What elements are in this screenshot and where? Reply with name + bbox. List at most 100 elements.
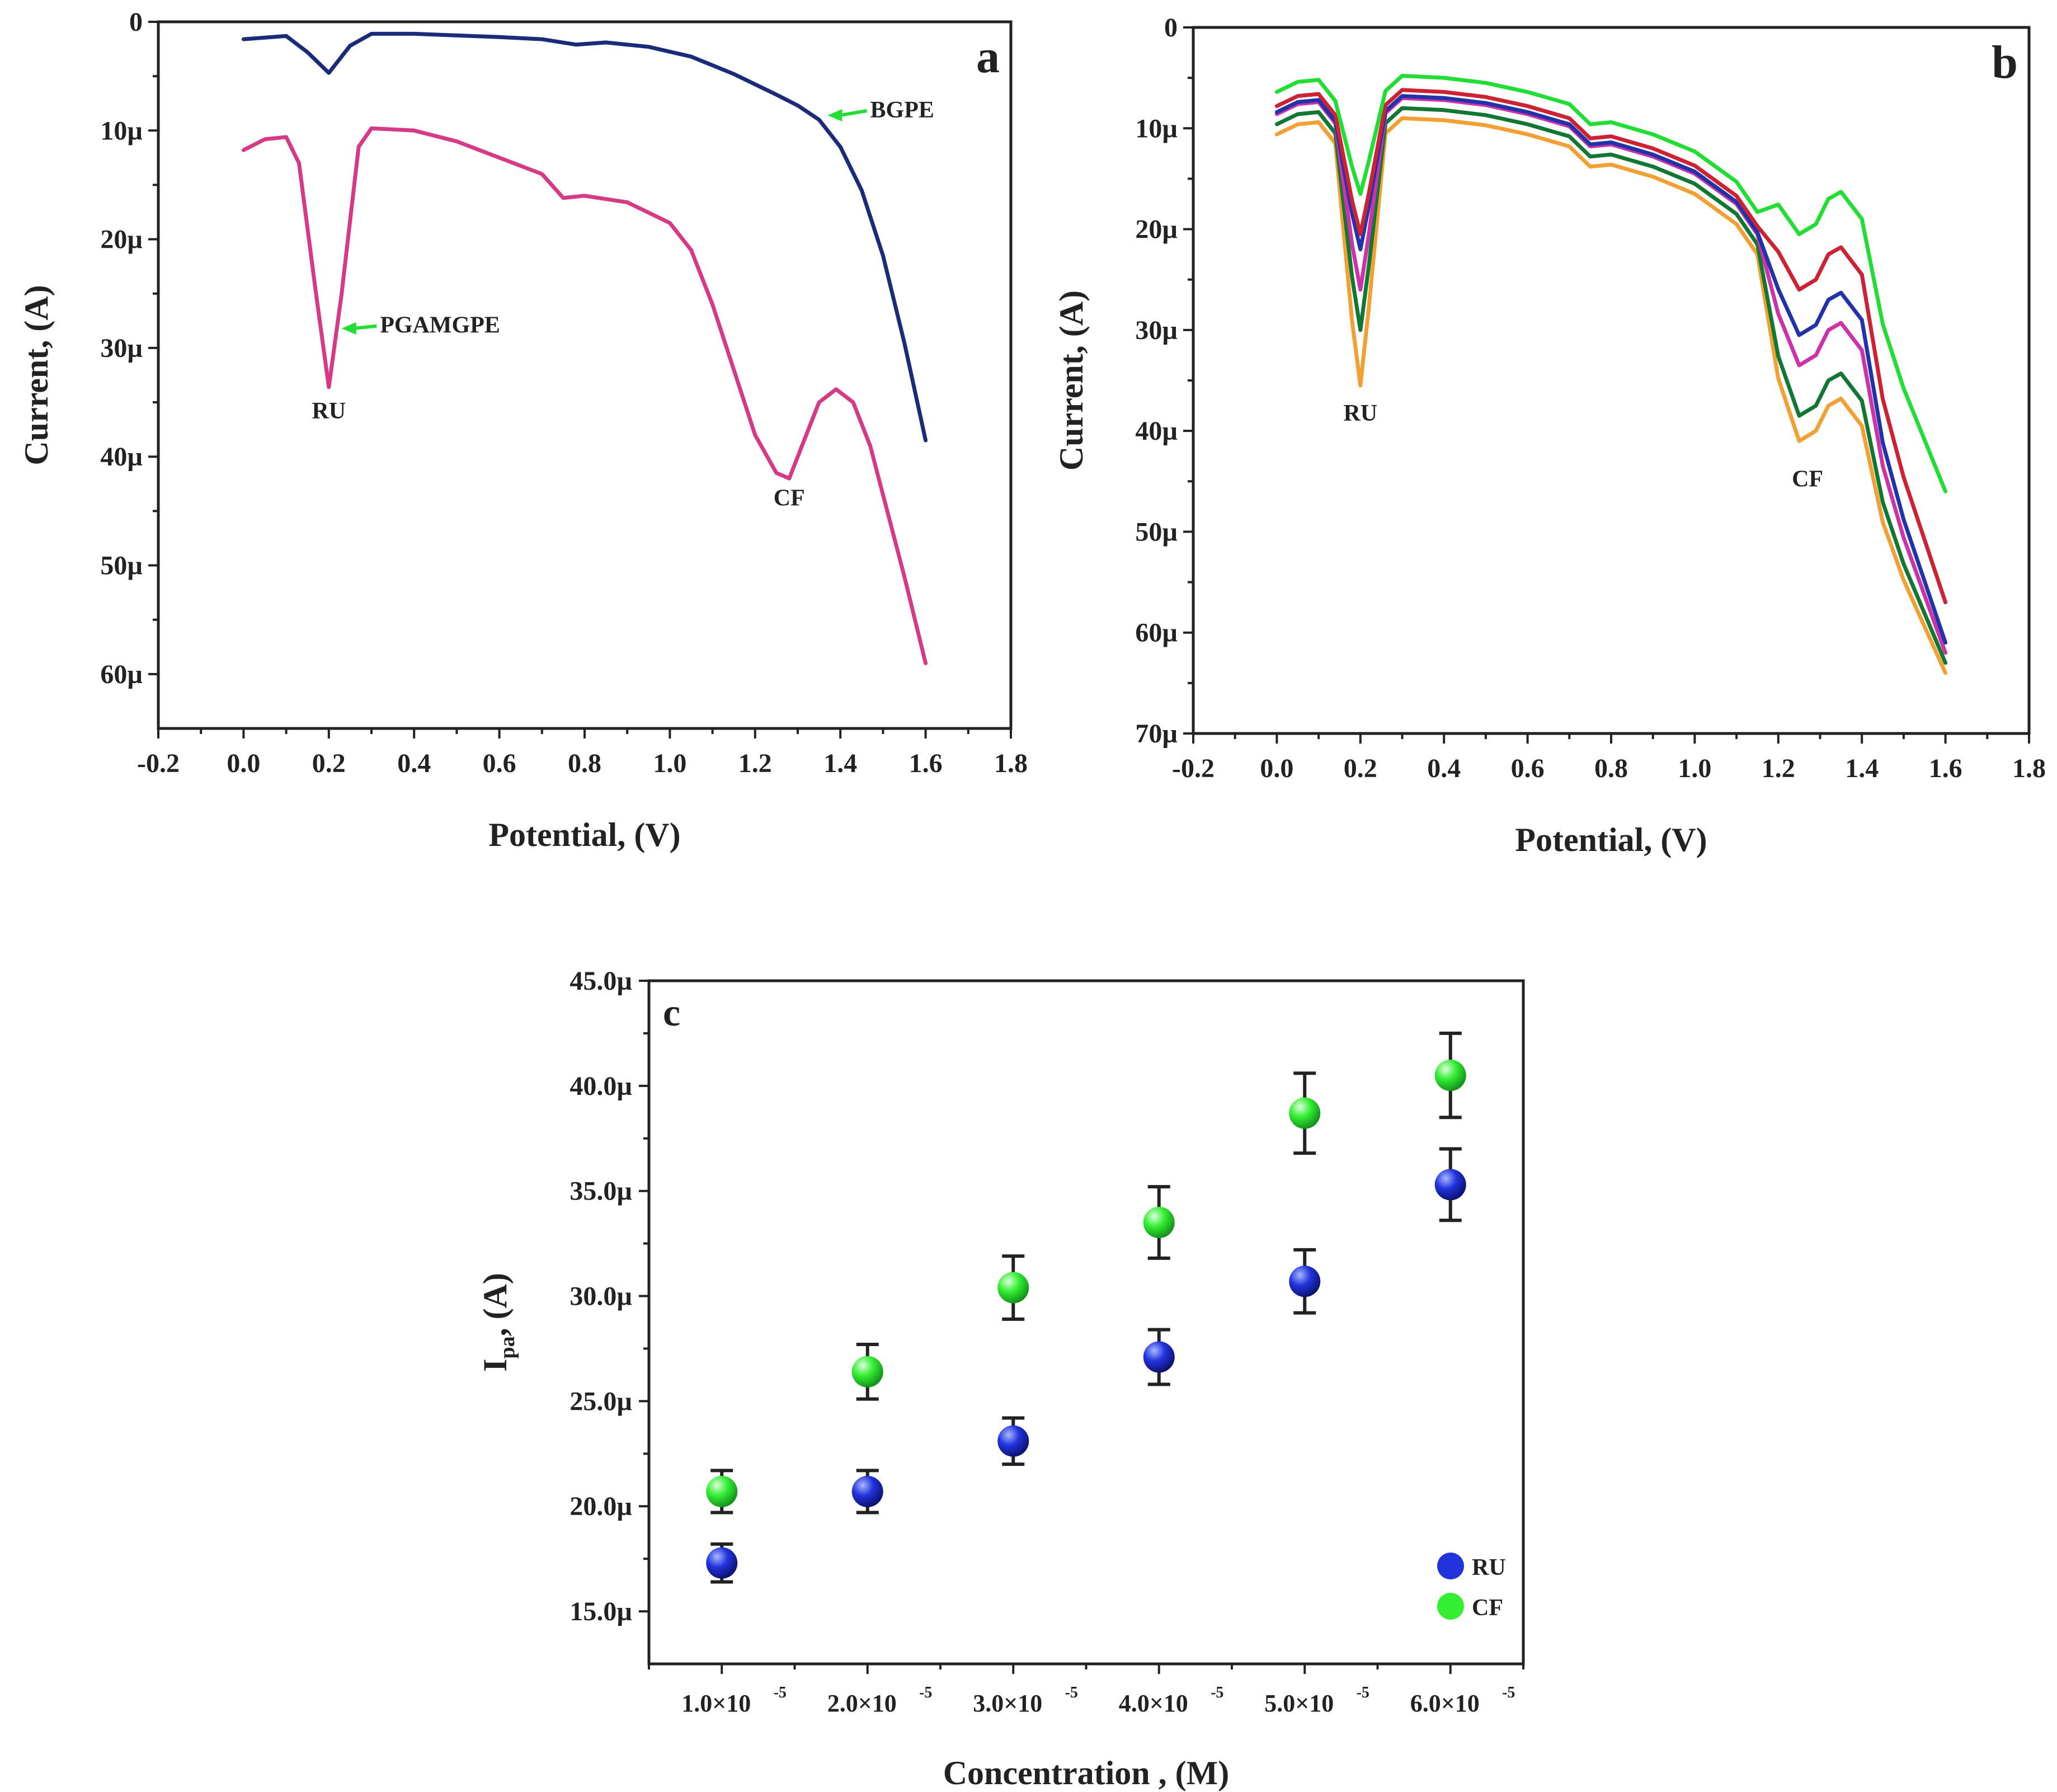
data-point-cf <box>851 1356 883 1387</box>
y-tick-label: 60µ <box>100 660 143 689</box>
legend-label: RU <box>1472 1555 1506 1581</box>
series-line-pgamgpe <box>241 126 928 665</box>
data-point-ru <box>851 1475 883 1507</box>
data-point-ru <box>706 1547 738 1579</box>
arrow-head <box>827 109 842 122</box>
x-tick-label: 1.0 <box>1678 754 1711 783</box>
x-tick-label: 0.0 <box>1260 754 1293 783</box>
panel-label: a <box>976 31 1000 83</box>
x-tick-label: 1.6 <box>1929 754 1962 783</box>
x-tick-label: 3.0×10 <box>973 1690 1042 1717</box>
x-tick-label: -0.2 <box>137 749 180 778</box>
x-tick-exponent: -5 <box>1065 1684 1078 1701</box>
arrow-head <box>341 322 356 335</box>
x-axis-label: Potential, (V) <box>488 816 680 853</box>
x-tick-label: 1.4 <box>1845 754 1879 783</box>
plot-frame <box>1192 26 2031 735</box>
data-point-cf <box>1434 1060 1466 1092</box>
x-tick-label: 6.0×10 <box>1410 1690 1480 1717</box>
y-tick-label: 20.0µ <box>569 1492 632 1521</box>
x-tick-exponent: -5 <box>774 1684 787 1701</box>
y-tick-label: 70µ <box>1135 719 1178 749</box>
x-tick-label: 4.0×10 <box>1119 1690 1188 1717</box>
legend-marker-ru <box>1437 1553 1464 1579</box>
x-tick-label: 1.8 <box>2012 754 2046 783</box>
x-tick-label: 0.6 <box>1511 754 1545 783</box>
chart-panel-a: -0.2 0.0 0.2 0.4 0.6 0.8 1.0 1.2 1.4 1.6 1.8 0 10µ 20… <box>18 7 1028 853</box>
x-tick-exponent: -5 <box>1357 1684 1369 1701</box>
x-tick-label: 0.4 <box>1427 754 1461 783</box>
series-line-bgpe <box>241 31 928 443</box>
x-tick-label: 2.0×10 <box>827 1690 897 1717</box>
x-tick-label: 1.2 <box>1762 754 1795 783</box>
panel-label: b <box>1992 36 2018 88</box>
series-line-magenta <box>1274 96 1948 655</box>
series-line-blue <box>1274 94 1948 645</box>
annotation-arrow <box>839 109 868 117</box>
x-tick-label: 0.4 <box>397 749 431 778</box>
series-line-red <box>1274 88 1948 605</box>
peak-label: RU <box>312 398 346 424</box>
x-tick-label: 1.2 <box>738 749 772 778</box>
y-tick-label: 50µ <box>100 551 143 581</box>
peak-label: CF <box>774 486 805 511</box>
x-axis-label: Potential, (V) <box>1515 821 1707 858</box>
series-line-dark-green <box>1274 106 1948 665</box>
x-tick-label: 1.6 <box>909 749 943 778</box>
annotation-label: BGPE <box>870 97 934 123</box>
y-tick-label: 10µ <box>100 116 143 145</box>
x-tick-exponent: -5 <box>1211 1684 1223 1701</box>
x-tick-label: 1.8 <box>994 749 1028 778</box>
data-point-cf <box>1289 1097 1321 1129</box>
chart-panel-c: 15.0µ 20.0µ 25.0µ 30.0µ 35.0µ 40.0µ 45.0µ 1.0×1… <box>477 966 1525 1791</box>
data-point-ru <box>1289 1266 1321 1297</box>
legend-marker-cf <box>1437 1593 1464 1620</box>
x-tick-label: 1.0×10 <box>681 1690 751 1717</box>
y-tick-label: 20µ <box>1135 215 1178 244</box>
x-tick-exponent: -5 <box>919 1684 932 1701</box>
x-tick-label: 1.0 <box>653 749 686 778</box>
x-tick-label: -0.2 <box>1172 754 1215 783</box>
x-tick-label: 5.0×10 <box>1264 1690 1334 1717</box>
y-tick-label: 45.0µ <box>569 966 632 996</box>
data-point-cf <box>1143 1207 1175 1239</box>
y-tick-label: 40.0µ <box>569 1071 632 1101</box>
x-tick-label: 0.6 <box>483 749 516 778</box>
annotation-arrow <box>354 324 377 330</box>
plot-frame <box>157 20 1013 730</box>
chart-panel-b: -0.2 0.0 0.2 0.4 0.6 0.8 1.0 1.2 1.4 1.6 1.8 0 10µ 20… <box>1053 13 2046 858</box>
annotation-label: PGAMGPE <box>380 313 500 338</box>
y-axis-label-unit: , (A) <box>477 1273 514 1336</box>
y-tick-label: 40µ <box>1135 416 1178 446</box>
y-axis-label-main: I <box>477 1359 514 1372</box>
y-tick-label: 30µ <box>100 333 143 363</box>
x-tick-exponent: -5 <box>1502 1684 1515 1701</box>
y-tick-label: 30.0µ <box>569 1282 632 1311</box>
peak-label: RU <box>1343 401 1377 426</box>
series-line-green <box>1274 74 1948 493</box>
y-tick-label: 50µ <box>1135 517 1178 547</box>
legend-label: CF <box>1472 1595 1503 1621</box>
y-tick-label: 60µ <box>1135 618 1178 648</box>
x-tick-label: 0.8 <box>1594 754 1628 783</box>
y-axis-label: Ipa, (A) <box>477 1273 519 1372</box>
y-tick-label: 0 <box>129 7 143 37</box>
x-tick-label: 0.2 <box>1344 754 1377 783</box>
y-tick-label: 30µ <box>1135 316 1178 345</box>
y-tick-label: 40µ <box>100 442 143 472</box>
data-point-ru <box>1143 1341 1175 1373</box>
y-tick-label: 0 <box>1164 13 1178 43</box>
data-point-cf <box>706 1475 738 1507</box>
x-axis-label: Concentration , (M) <box>943 1755 1230 1791</box>
data-point-cf <box>997 1272 1029 1304</box>
panel-label: c <box>663 991 680 1034</box>
y-tick-label: 15.0µ <box>569 1597 632 1626</box>
data-point-ru <box>997 1425 1029 1457</box>
series-line-orange <box>1274 116 1948 675</box>
x-tick-label: 0.2 <box>312 749 346 778</box>
x-tick-label: 1.4 <box>823 749 857 778</box>
x-tick-label: 0.8 <box>568 749 601 778</box>
y-tick-label: 20µ <box>100 225 143 255</box>
y-axis-label-sub: pa <box>496 1336 519 1358</box>
